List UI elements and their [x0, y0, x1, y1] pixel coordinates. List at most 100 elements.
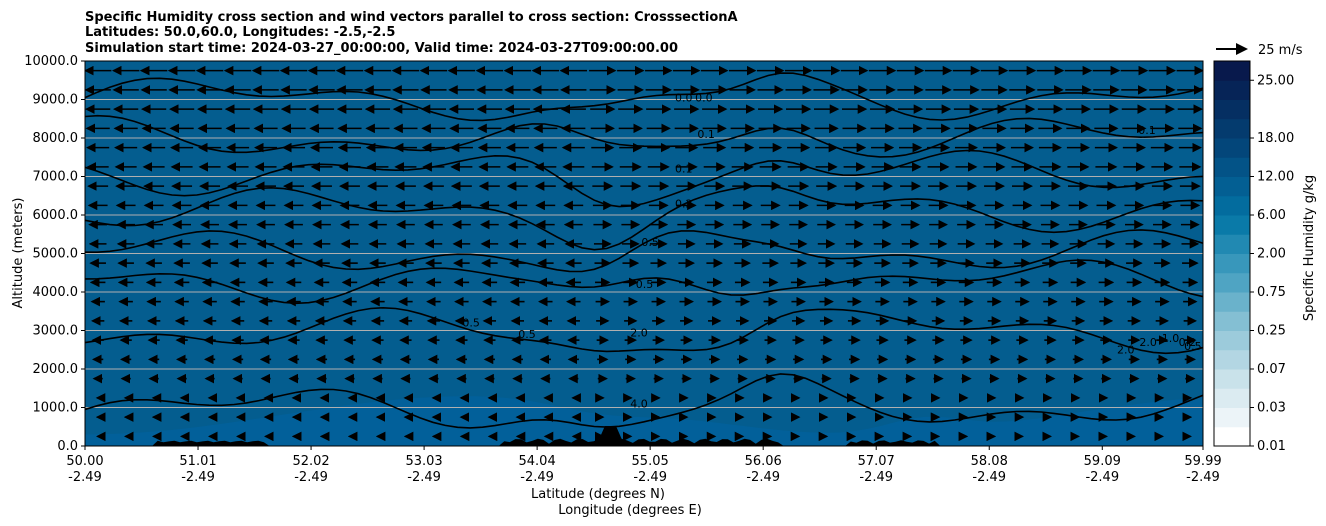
contour-label: 0.0: [675, 91, 693, 104]
colorbar-tick-label: 6.00: [1257, 208, 1286, 223]
contour-labels: 0.00.0 0.1 0.1 0.2 0.5 0.5 0.5 0.5 2.0 4.0 0.1 2.0 2…: [462, 91, 1201, 410]
terrain-silhouette: [85, 426, 1203, 446]
grid-lines: [85, 99, 1203, 408]
colorbar-tick-label: 12.00: [1257, 170, 1294, 185]
contour-line: [85, 149, 1203, 208]
x-tick-lon-label: -2.49: [1186, 470, 1220, 485]
colorbar-tick-label: 0.25: [1257, 324, 1286, 339]
contour-line: [85, 114, 1203, 158]
x-tick-lon-label: -2.49: [181, 470, 215, 485]
y-tick-label: 1000.0: [33, 401, 79, 416]
y-tick-label: 2000.0: [33, 362, 79, 377]
contour-line: [85, 185, 1203, 251]
contour-label: 2.0: [1117, 344, 1135, 357]
y-axis-ticks: 0.0 1000.0 2000.0 3000.0 4000.0 5000.0 6000.0 7…: [24, 54, 85, 454]
colorbar-level: [1214, 272, 1250, 293]
contour-label: 0.2: [1179, 336, 1197, 349]
colorbar-level: [1214, 157, 1250, 177]
y-axis-label: Altitude (meters): [11, 198, 26, 309]
x-axis-label-latitude: Latitude (degrees N): [531, 487, 665, 502]
x-tick-lon-label: -2.49: [633, 470, 667, 485]
colorbar: [1214, 61, 1250, 447]
x-tick-lat-label: 51.01: [179, 454, 216, 469]
contour-line: [85, 72, 1203, 122]
colorbar-level: [1214, 330, 1250, 351]
contour-label: 0.1: [675, 163, 693, 176]
contour-label: 0.1: [1138, 124, 1156, 137]
colorbar-level: [1214, 292, 1250, 312]
contour-label: 4.0: [630, 398, 648, 411]
wind-vectors: [85, 65, 1203, 442]
colorbar-tick-label: 0.07: [1257, 362, 1286, 377]
contour-label: 0.2: [675, 197, 693, 210]
x-axis-ticks: 50.00-2.4951.01-2.4952.02-2.4953.03-2.49…: [66, 446, 1222, 485]
colorbar-level: [1214, 138, 1250, 158]
x-tick-lat-label: 59.99: [1184, 454, 1221, 469]
contour-line: [85, 259, 1203, 305]
x-tick-lat-label: 55.05: [632, 454, 669, 469]
chart-title-line-2: Latitudes: 50.0,60.0, Longitudes: -2.5,-…: [85, 25, 395, 40]
y-tick-label: 6000.0: [33, 208, 79, 223]
y-tick-label: 10000.0: [24, 54, 78, 69]
y-tick-label: 7000.0: [33, 170, 79, 185]
colorbar-tick-label: 2.00: [1257, 247, 1286, 262]
y-tick-label: 0.0: [57, 439, 78, 454]
colorbar-tick-label: 0.01: [1257, 439, 1286, 454]
colorbar-level: [1214, 61, 1250, 81]
humidity-band: [85, 61, 1203, 435]
colorbar-level: [1214, 388, 1250, 408]
quiver-key-label: 25 m/s: [1258, 43, 1303, 58]
x-tick-lat-label: 57.07: [858, 454, 895, 469]
y-tick-label: 9000.0: [33, 93, 79, 108]
colorbar-level: [1214, 176, 1250, 197]
x-tick-lon-label: -2.49: [972, 470, 1006, 485]
colorbar-tick-label: 18.00: [1257, 131, 1294, 146]
x-tick-lon-label: -2.49: [859, 470, 893, 485]
x-tick-lat-label: 59.09: [1084, 454, 1121, 469]
chart-title-line-3: Simulation start time: 2024-03-27_00:00:…: [85, 41, 678, 56]
colorbar-level: [1214, 369, 1250, 389]
colorbar-level: [1214, 407, 1250, 428]
colorbar-level: [1214, 234, 1250, 254]
chart-title-line-1: Specific Humidity cross section and wind…: [85, 10, 738, 25]
x-tick-lon-label: -2.49: [746, 470, 780, 485]
x-tick-lat-label: 52.02: [292, 454, 329, 469]
x-tick-lat-label: 58.08: [971, 454, 1008, 469]
x-tick-lon-label: -2.49: [520, 470, 554, 485]
contour-label: 0.1: [697, 128, 715, 141]
plot-area: 0.00.0 0.1 0.1 0.2 0.5 0.5 0.5 0.5 2.0 4.0 0.1 2.0 2…: [85, 61, 1203, 446]
colorbar-ticks: 0.01 0.03 0.07 0.25 0.75 2.00 6.00 12.00 18.00 25…: [1250, 73, 1294, 454]
colorbar-tick-label: 0.75: [1257, 285, 1286, 300]
y-tick-label: 5000.0: [33, 247, 79, 262]
x-axis-label-longitude: Longitude (degrees E): [558, 503, 702, 518]
colorbar-level: [1214, 195, 1250, 216]
quiver-key: 25 m/s: [1216, 43, 1303, 58]
colorbar-level: [1214, 215, 1250, 235]
x-tick-lat-label: 50.00: [66, 454, 103, 469]
y-tick-label: 4000.0: [33, 285, 79, 300]
contour-label: 1.0: [1162, 332, 1180, 345]
x-tick-lat-label: 56.06: [745, 454, 782, 469]
colorbar-level: [1214, 99, 1250, 120]
y-tick-label: 8000.0: [33, 131, 79, 146]
contour-label: 0.5: [462, 317, 480, 330]
x-tick-lon-label: -2.49: [294, 470, 328, 485]
x-tick-lon-label: -2.49: [68, 470, 102, 485]
x-tick-lat-label: 54.04: [519, 454, 556, 469]
x-tick-lon-label: -2.49: [1085, 470, 1119, 485]
contour-label: 2.0: [1139, 336, 1157, 349]
contour-line: [85, 229, 1203, 273]
colorbar-level: [1214, 426, 1250, 447]
contour-label: 0.5: [636, 278, 654, 291]
colorbar-tick-label: 25.00: [1257, 73, 1294, 88]
contour-label: 2.0: [630, 326, 648, 339]
colorbar-level: [1214, 349, 1250, 370]
contour-label: 0.5: [641, 236, 659, 249]
y-tick-label: 3000.0: [33, 324, 79, 339]
colorbar-level: [1214, 253, 1250, 274]
contour-label: 0.0: [695, 91, 713, 104]
x-tick-lat-label: 53.03: [405, 454, 442, 469]
x-tick-lon-label: -2.49: [407, 470, 441, 485]
contour-label: 0.5: [518, 328, 536, 341]
